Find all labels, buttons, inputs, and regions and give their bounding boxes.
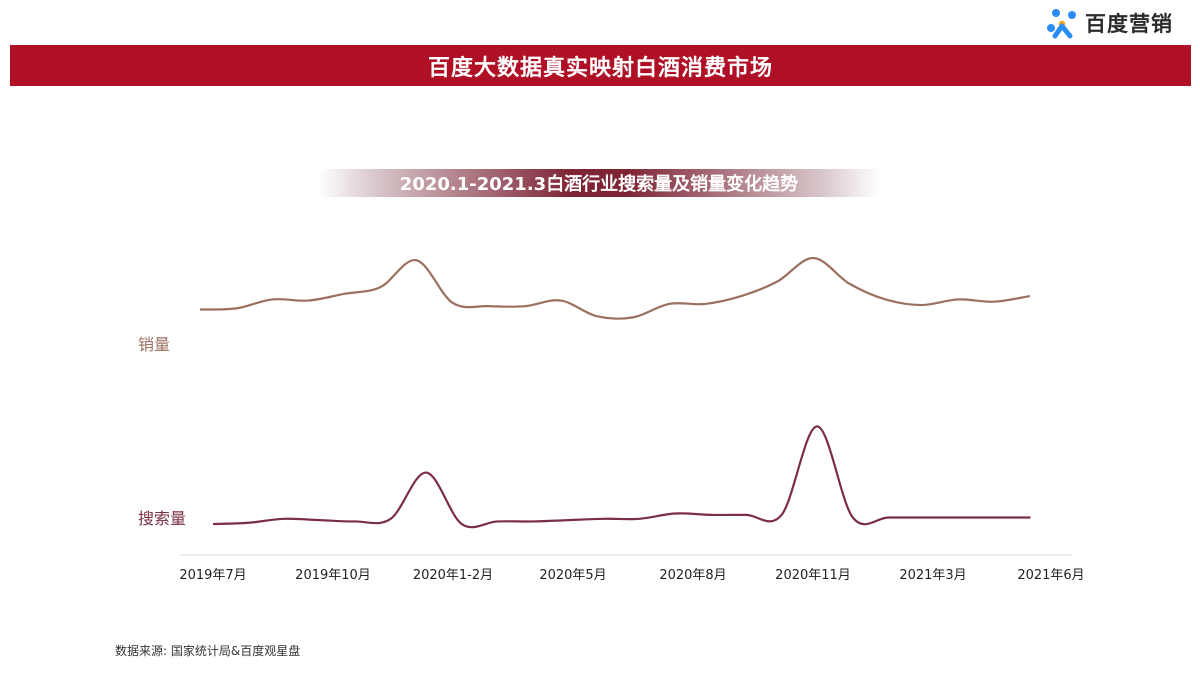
series-line-search	[212, 425, 1031, 529]
x-tick-label: 2020年5月	[539, 568, 606, 583]
baidu-marketing-logo-icon	[1045, 6, 1079, 40]
x-tick-label: 2019年7月	[179, 568, 246, 583]
x-tick-label: 2020年1-2月	[413, 568, 493, 583]
brand-logo: 百度营销	[1045, 6, 1173, 40]
series-label-search: 搜索量	[138, 509, 186, 528]
x-tick-label: 2020年11月	[775, 568, 851, 583]
chart-title: 2020.1-2021.3白酒行业搜索量及销量变化趋势	[318, 169, 880, 197]
data-source-note: 数据来源: 国家统计局&百度观星盘	[115, 644, 301, 658]
x-tick-label: 2020年8月	[659, 568, 726, 583]
banner-title: 百度大数据真实映射白酒消费市场	[10, 45, 1191, 86]
series-label-sales: 销量	[138, 335, 170, 354]
brand-name: 百度营销	[1085, 12, 1173, 36]
x-tick-label: 2019年10月	[295, 568, 371, 583]
series-line-sales	[199, 256, 1031, 320]
x-tick-label: 2021年3月	[899, 568, 966, 583]
x-tick-label: 2021年6月	[1017, 568, 1084, 583]
